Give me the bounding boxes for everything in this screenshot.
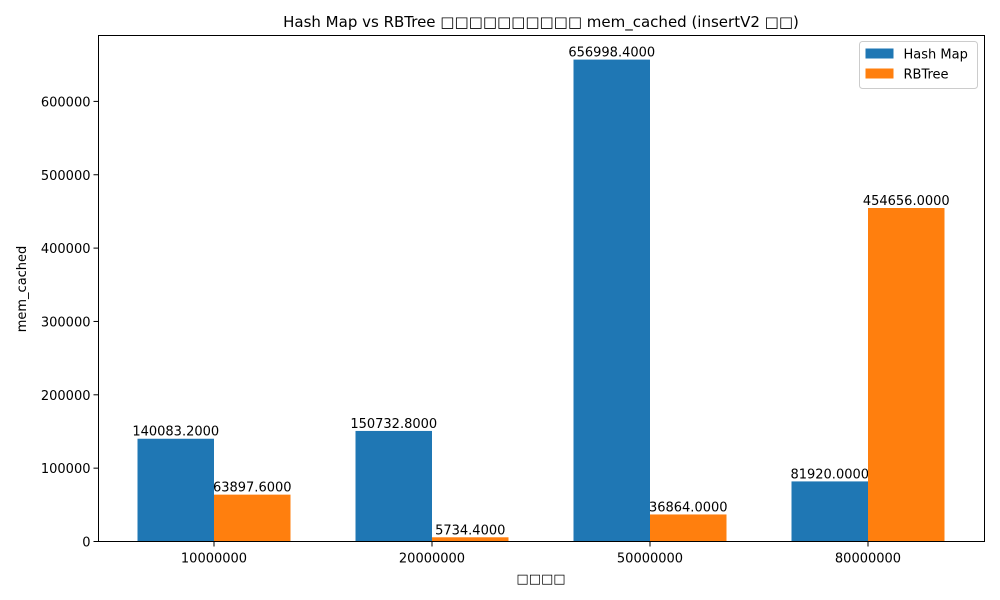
legend-swatch — [865, 48, 894, 59]
x-tick-label: 20000000 — [399, 552, 465, 567]
chart-title: Hash Map vs RBTree □□□□□□□□□□ mem_cached… — [283, 13, 799, 32]
x-tick-label: 10000000 — [181, 552, 247, 567]
bar-rbtree-80000000 — [868, 208, 945, 542]
data-label: 140083.2000 — [132, 425, 219, 440]
y-tick-label: 0 — [82, 536, 90, 551]
data-label: 81920.0000 — [790, 467, 869, 482]
bar-hash-map-20000000 — [355, 430, 432, 542]
data-label: 150732.8000 — [350, 417, 437, 432]
y-tick-label: 500000 — [41, 169, 91, 184]
y-tick-label: 200000 — [41, 389, 91, 404]
bar-rbtree-50000000 — [650, 514, 727, 542]
x-axis-label: □□□□ — [516, 572, 565, 587]
y-tick-label: 100000 — [41, 462, 91, 477]
y-tick-label: 300000 — [41, 315, 91, 330]
x-tick-label: 80000000 — [835, 552, 901, 567]
data-label: 656998.4000 — [568, 46, 655, 61]
bar-hash-map-50000000 — [573, 59, 650, 542]
y-tick-label: 600000 — [41, 95, 91, 110]
legend-label: Hash Map — [904, 48, 968, 63]
legend-swatch — [865, 68, 894, 79]
bar-rbtree-20000000 — [432, 537, 509, 542]
legend-label: RBTree — [904, 68, 949, 83]
bar-hash-map-80000000 — [791, 481, 868, 542]
legend: Hash Map RBTree — [859, 41, 978, 89]
data-label: 5734.4000 — [435, 523, 505, 538]
plot-area: 140083.2000 150732.8000 656998.4000 81920.0… — [41, 46, 950, 567]
bar-rbtree-10000000 — [214, 494, 291, 542]
x-tick-label: 50000000 — [617, 552, 683, 567]
data-label: 36864.0000 — [649, 500, 728, 515]
y-tick-label: 400000 — [41, 242, 91, 257]
bar-hash-map-10000000 — [137, 438, 214, 542]
plot-frame — [98, 35, 985, 542]
y-axis-label: mem_cached — [15, 246, 30, 333]
data-label: 63897.6000 — [213, 481, 292, 496]
data-label: 454656.0000 — [863, 194, 950, 209]
